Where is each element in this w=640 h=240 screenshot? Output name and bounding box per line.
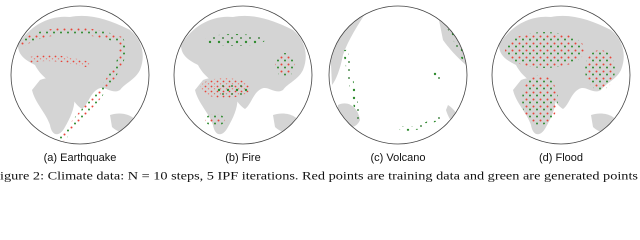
figure: (a) Earthquake (b) Fire (c) Volcano (d) … bbox=[0, 5, 639, 183]
subfigure-caption: (b) Fire bbox=[225, 152, 260, 164]
subfigure-caption: (c) Volcano bbox=[370, 152, 425, 164]
figure-caption: igure 2: Climate data: N = 10 steps, 5 I… bbox=[0, 171, 639, 183]
subfigure-caption: (a) Earthquake bbox=[44, 152, 117, 164]
globe-outline bbox=[173, 5, 313, 145]
globe-flood bbox=[492, 6, 630, 144]
globe-volcano bbox=[329, 6, 467, 144]
globe-fire bbox=[174, 6, 312, 144]
page: {"subfigures": [ {"caption": "(a) Earthq… bbox=[0, 5, 639, 183]
subfigure-caption: (d) Flood bbox=[539, 152, 583, 164]
globe-earthquake bbox=[11, 6, 149, 144]
globe-outline bbox=[491, 5, 631, 145]
globe-outline bbox=[328, 5, 468, 145]
globe-outline bbox=[10, 5, 150, 145]
